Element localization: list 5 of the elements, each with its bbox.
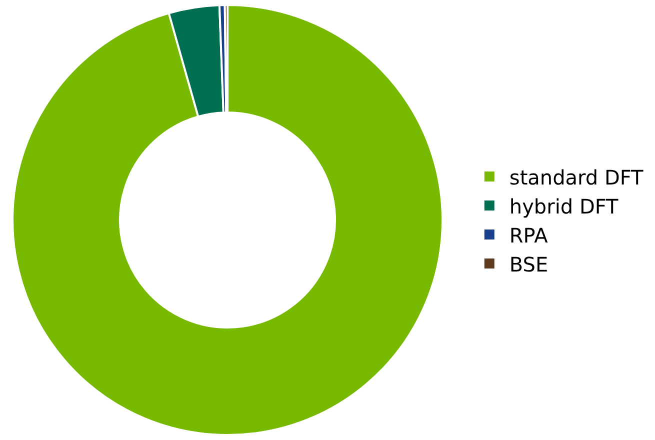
legend-label: hybrid DFT bbox=[509, 194, 619, 218]
legend-label: standard DFT bbox=[509, 165, 644, 190]
donut-slice bbox=[12, 4, 444, 436]
legend-label: BSE bbox=[509, 252, 548, 276]
legend-label: RPA bbox=[509, 223, 548, 248]
